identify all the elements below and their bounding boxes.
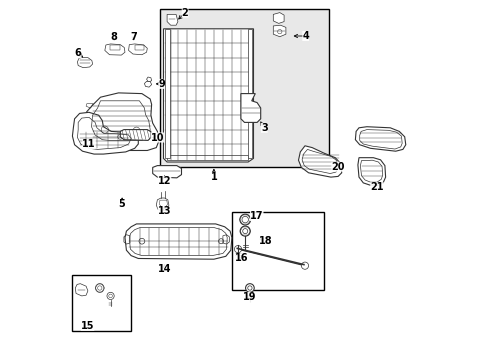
Circle shape [234,246,241,253]
Polygon shape [164,29,169,158]
Bar [72,275,131,331]
Text: 2: 2 [182,8,188,18]
Text: 11: 11 [82,139,96,149]
Circle shape [107,292,114,300]
Text: 18: 18 [258,236,272,246]
Circle shape [245,284,254,292]
Text: 19: 19 [243,292,256,302]
Circle shape [239,214,250,225]
Text: 14: 14 [158,264,171,274]
Text: 8: 8 [110,32,118,42]
Bar [231,212,323,290]
Polygon shape [146,77,151,81]
Text: 4: 4 [302,31,308,41]
Polygon shape [357,158,385,185]
Polygon shape [241,94,260,122]
Circle shape [240,226,250,236]
Polygon shape [298,146,341,177]
Text: 6: 6 [75,48,81,58]
Polygon shape [75,284,88,296]
Text: 3: 3 [261,123,267,133]
Text: 13: 13 [158,206,171,216]
Polygon shape [355,127,405,151]
Polygon shape [156,198,168,211]
Text: 1: 1 [210,172,217,182]
Polygon shape [167,14,178,25]
Text: 12: 12 [158,176,171,186]
Circle shape [301,262,308,269]
Circle shape [95,284,104,292]
Polygon shape [163,29,253,162]
Polygon shape [77,58,92,68]
Text: 5: 5 [119,199,125,209]
Text: 21: 21 [369,182,383,192]
Polygon shape [247,29,252,158]
Polygon shape [120,130,151,140]
Polygon shape [125,224,231,259]
Text: 9: 9 [158,79,165,89]
Polygon shape [84,93,159,150]
Text: 15: 15 [81,321,94,331]
Text: 20: 20 [331,162,344,172]
Text: 16: 16 [234,253,248,263]
Text: 10: 10 [150,132,164,143]
Polygon shape [72,112,138,154]
Polygon shape [104,44,125,55]
Polygon shape [144,81,151,87]
Polygon shape [273,13,284,23]
Polygon shape [152,166,181,178]
Text: 17: 17 [249,211,263,221]
Bar [160,9,328,167]
Polygon shape [128,44,147,55]
Text: 7: 7 [130,32,137,42]
Polygon shape [273,25,285,37]
